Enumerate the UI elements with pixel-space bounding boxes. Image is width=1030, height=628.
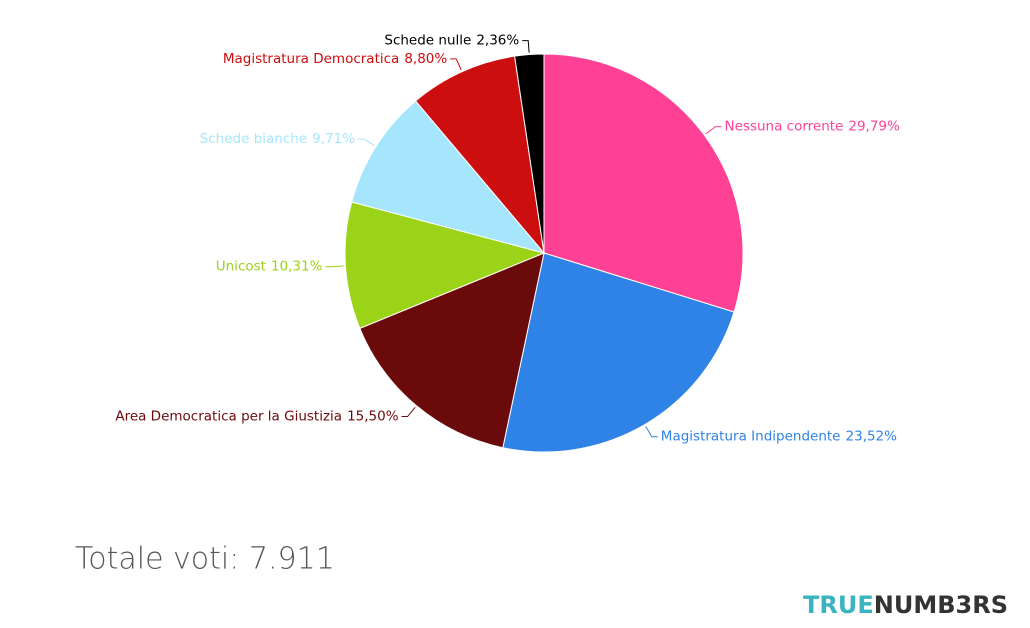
leader-line [325,265,344,268]
slice-value-label: 10,31% [271,259,323,275]
slice-label: Nessuna corrente 29,79% [725,119,901,135]
slice-label: Schede bianche 9,71% [200,131,356,147]
slice-name: Magistratura Democratica [223,51,399,67]
slice-value-label: 8,80% [404,51,447,67]
slice-label: Magistratura Democratica 8,80% [223,51,448,67]
leader-line [522,40,530,53]
pie-slice [543,53,744,313]
leader-line [645,426,658,438]
slice-label: Schede nulle 2,36% [384,33,519,49]
slice-name: Nessuna corrente [725,119,844,135]
pie-slice [514,53,545,254]
pie-slice [502,252,735,453]
slice-name: Unicost [216,259,266,275]
pie-slice [344,201,546,330]
logo-part: TRUE [803,591,874,619]
leader-line [705,126,722,135]
slice-name: Magistratura Indipendente [661,429,841,445]
total-votes: Totale voti: 7.911 [75,542,335,577]
slice-label: Unicost 10,31% [216,259,323,275]
pie-slice [414,55,545,255]
slice-name: Area Democratica per la Giustizia [115,409,342,425]
slice-value-label: 23,52% [845,429,897,445]
leader-line [358,138,375,146]
logo-part: NUMB3RS [874,591,1008,619]
leader-line [401,407,416,418]
pie-slice [351,100,546,254]
slice-label: Magistratura Indipendente 23,52% [661,429,897,445]
leader-line [450,58,462,71]
slice-value-label: 2,36% [476,33,519,49]
slice-name: Schede nulle [384,33,471,49]
pie-slice [359,252,545,449]
slice-name: Schede bianche [200,131,307,147]
logo: TRUENUMB3RS [803,591,1008,619]
slice-value-label: 9,71% [312,131,355,147]
slice-value-label: 29,79% [848,119,900,135]
slice-label: Area Democratica per la Giustizia 15,50% [115,409,398,425]
slice-value-label: 15,50% [347,409,399,425]
